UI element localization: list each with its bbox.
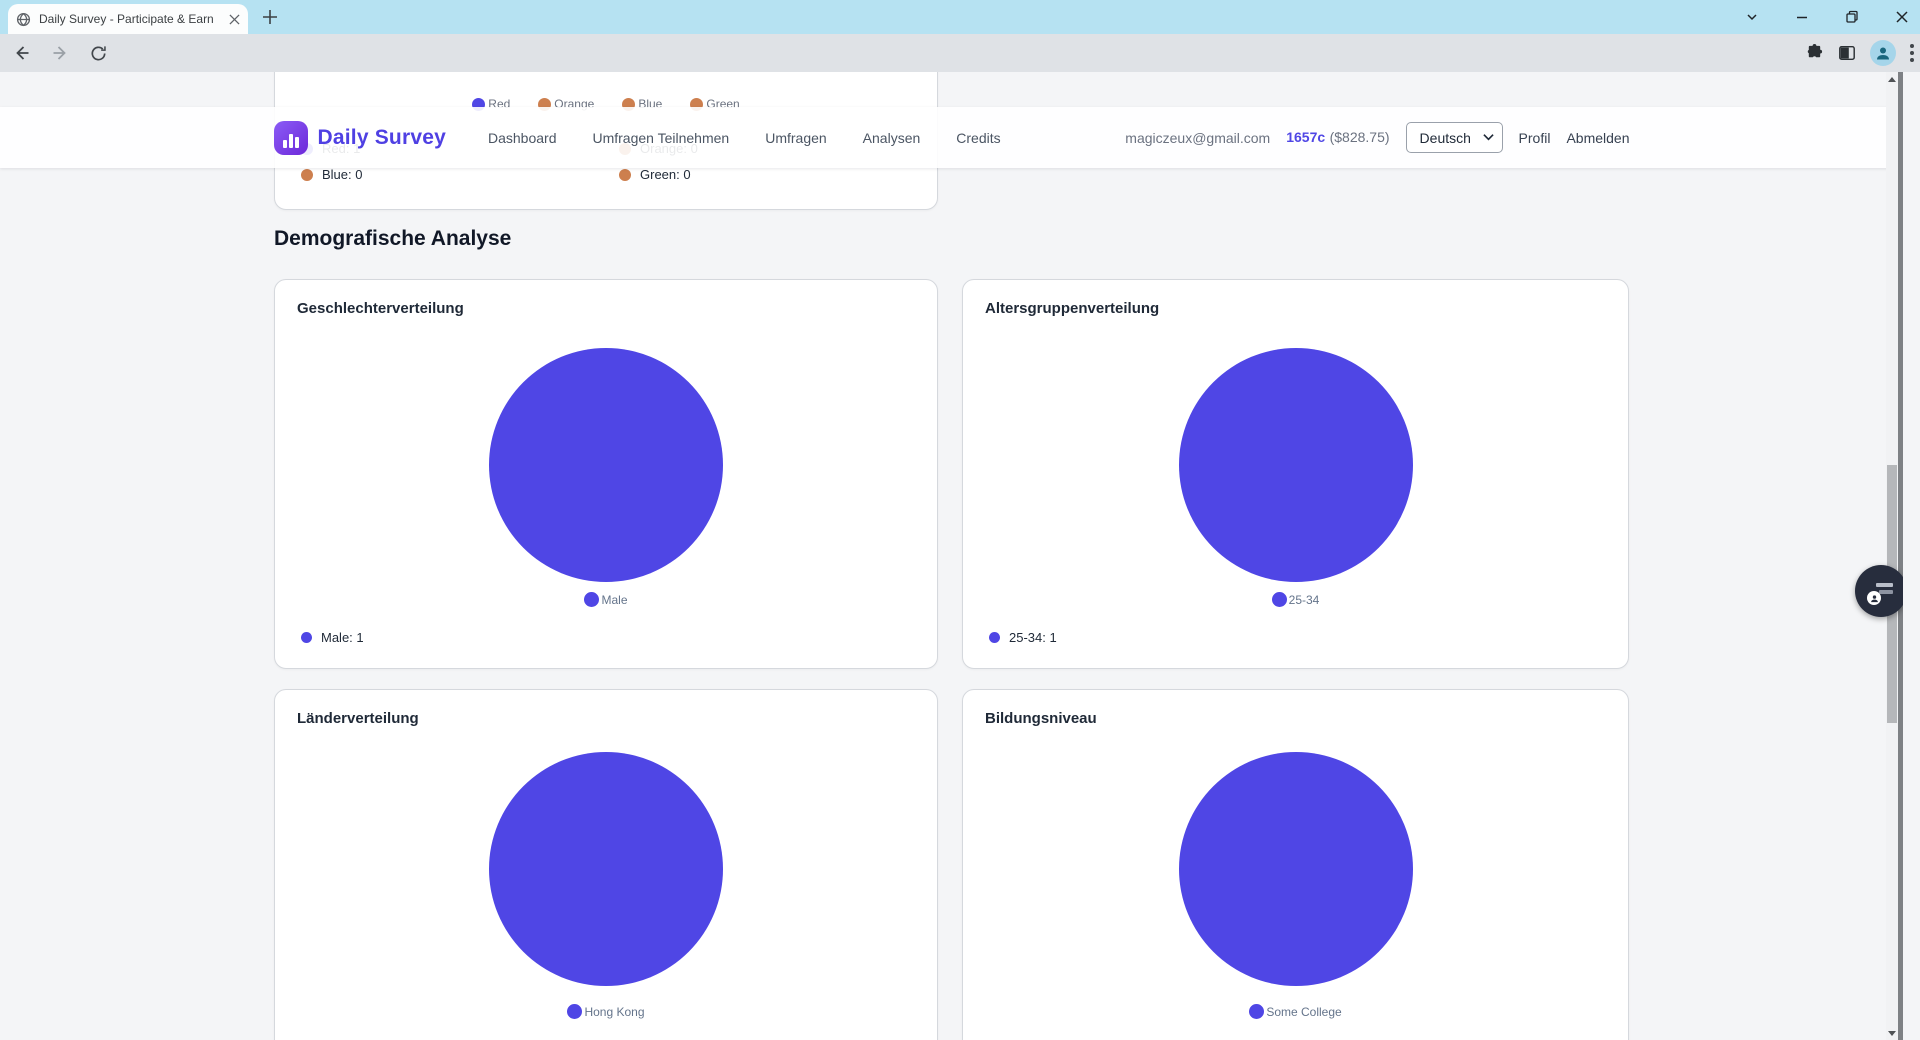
pie-chart-gender[interactable] [489,348,723,582]
tab-close-icon[interactable] [229,13,240,25]
stat-blue-dot-icon [301,168,313,181]
nav-umfragen-teilnehmen[interactable]: Umfragen Teilnehmen [592,129,730,146]
menu-kebab-icon[interactable] [1910,44,1914,62]
close-window-icon[interactable] [1894,9,1910,25]
fab-person-icon [1867,591,1881,605]
main-nav: Dashboard Umfragen Teilnehmen Umfragen A… [488,130,1001,146]
language-select[interactable]: Deutsch [1405,122,1503,153]
page-viewport: Red Orange Blue Green Red: 1 Orange: 0 B… [0,72,1903,1040]
pie-chart-age[interactable] [1178,348,1413,582]
side-panel-icon[interactable] [1838,44,1856,62]
window-controls [1744,0,1910,34]
credits-balance: 1657c ($828.75) [1286,129,1389,147]
credits-amount: 1657c [1286,128,1326,145]
globe-favicon-icon [16,12,31,27]
stat-green-dot-icon [619,168,631,181]
brand-logo-icon[interactable] [273,120,308,155]
stat-green: Green: 0 [619,167,691,182]
app-header: Daily Survey Dashboard Umfragen Teilnehm… [0,107,1903,168]
minimize-icon[interactable] [1794,9,1810,25]
section-title: Demografische Analyse [274,227,512,250]
restore-icon[interactable] [1844,9,1860,25]
stat-dot-icon [989,632,1000,643]
pie-legend-label: Hong Kong [584,1004,645,1019]
profile-avatar[interactable] [1870,40,1896,66]
credits-usd: ($828.75) [1329,128,1390,145]
browser-tab[interactable]: Daily Survey - Participate & Earn [8,4,248,34]
card-altersgruppenverteilung: Altersgruppenverteilung 25-34 25-34: 1 [962,279,1629,669]
fab-line-icon [1879,590,1893,594]
extensions-puzzle-icon[interactable] [1805,43,1824,63]
nav-analysen[interactable]: Analysen [862,129,921,146]
browser-tab-strip: Daily Survey - Participate & Earn [0,0,1920,34]
stat-dot-icon [301,632,312,643]
pie-chart-country[interactable] [489,752,723,986]
pie-legend-label: Male [601,592,628,607]
stat-male: Male: 1 [301,630,364,645]
card-laenderverteilung: Länderverteilung Hong Kong [274,689,938,1040]
forward-icon[interactable] [48,41,72,65]
pie-legend-label: 25-34 [1288,592,1320,607]
card-title: Geschlechterverteilung [297,300,464,317]
pie-legend-country[interactable]: Hong Kong [275,1004,937,1019]
account-email: magiczeux@gmail.com [1125,129,1271,146]
pie-legend-dot-icon [1271,592,1287,607]
tab-title: Daily Survey - Participate & Earn [39,12,214,26]
language-select-wrap: Deutsch [1405,122,1503,153]
scroll-down-icon[interactable] [1886,1026,1898,1040]
pie-legend-dot-icon [584,592,600,607]
browser-toolbar: dailysurveyapp.com/de/analytics/2f45dd8e… [0,34,1920,101]
nav-credits[interactable]: Credits [956,129,1001,146]
profile-link[interactable]: Profil [1518,129,1551,146]
card-title: Bildungsniveau [985,710,1097,727]
logout-link[interactable]: Abmelden [1566,129,1630,146]
reload-icon[interactable] [86,41,110,65]
form-filler-extension-button[interactable] [1855,565,1903,617]
card-title: Altersgruppenverteilung [985,300,1160,317]
card-bildungsniveau: Bildungsniveau Some College [962,689,1629,1040]
pie-legend-education[interactable]: Some College [963,1004,1628,1019]
back-icon[interactable] [10,41,34,65]
pie-legend-gender[interactable]: Male [275,592,937,607]
card-geschlechterverteilung: Geschlechterverteilung Male Male: 1 [274,279,938,669]
pie-legend-label: Some College [1266,1004,1342,1019]
nav-umfragen[interactable]: Umfragen [765,129,827,146]
pie-legend-age[interactable]: 25-34 [963,592,1628,607]
nav-dashboard[interactable]: Dashboard [487,129,557,146]
fab-line-icon [1876,583,1893,587]
pie-chart-education[interactable] [1178,752,1413,986]
card-title: Länderverteilung [297,710,419,727]
pie-legend-dot-icon [567,1004,583,1019]
stat-age: 25-34: 1 [989,630,1057,645]
scroll-up-icon[interactable] [1886,72,1898,86]
vertical-scrollbar[interactable] [1886,72,1898,1040]
pie-legend-dot-icon [1249,1004,1265,1019]
stat-blue: Blue: 0 [301,167,362,182]
brand-name[interactable]: Daily Survey [317,125,446,149]
window-edge [1898,72,1903,1040]
tab-search-chevron-icon[interactable] [1744,9,1760,25]
new-tab-button[interactable] [262,9,278,25]
